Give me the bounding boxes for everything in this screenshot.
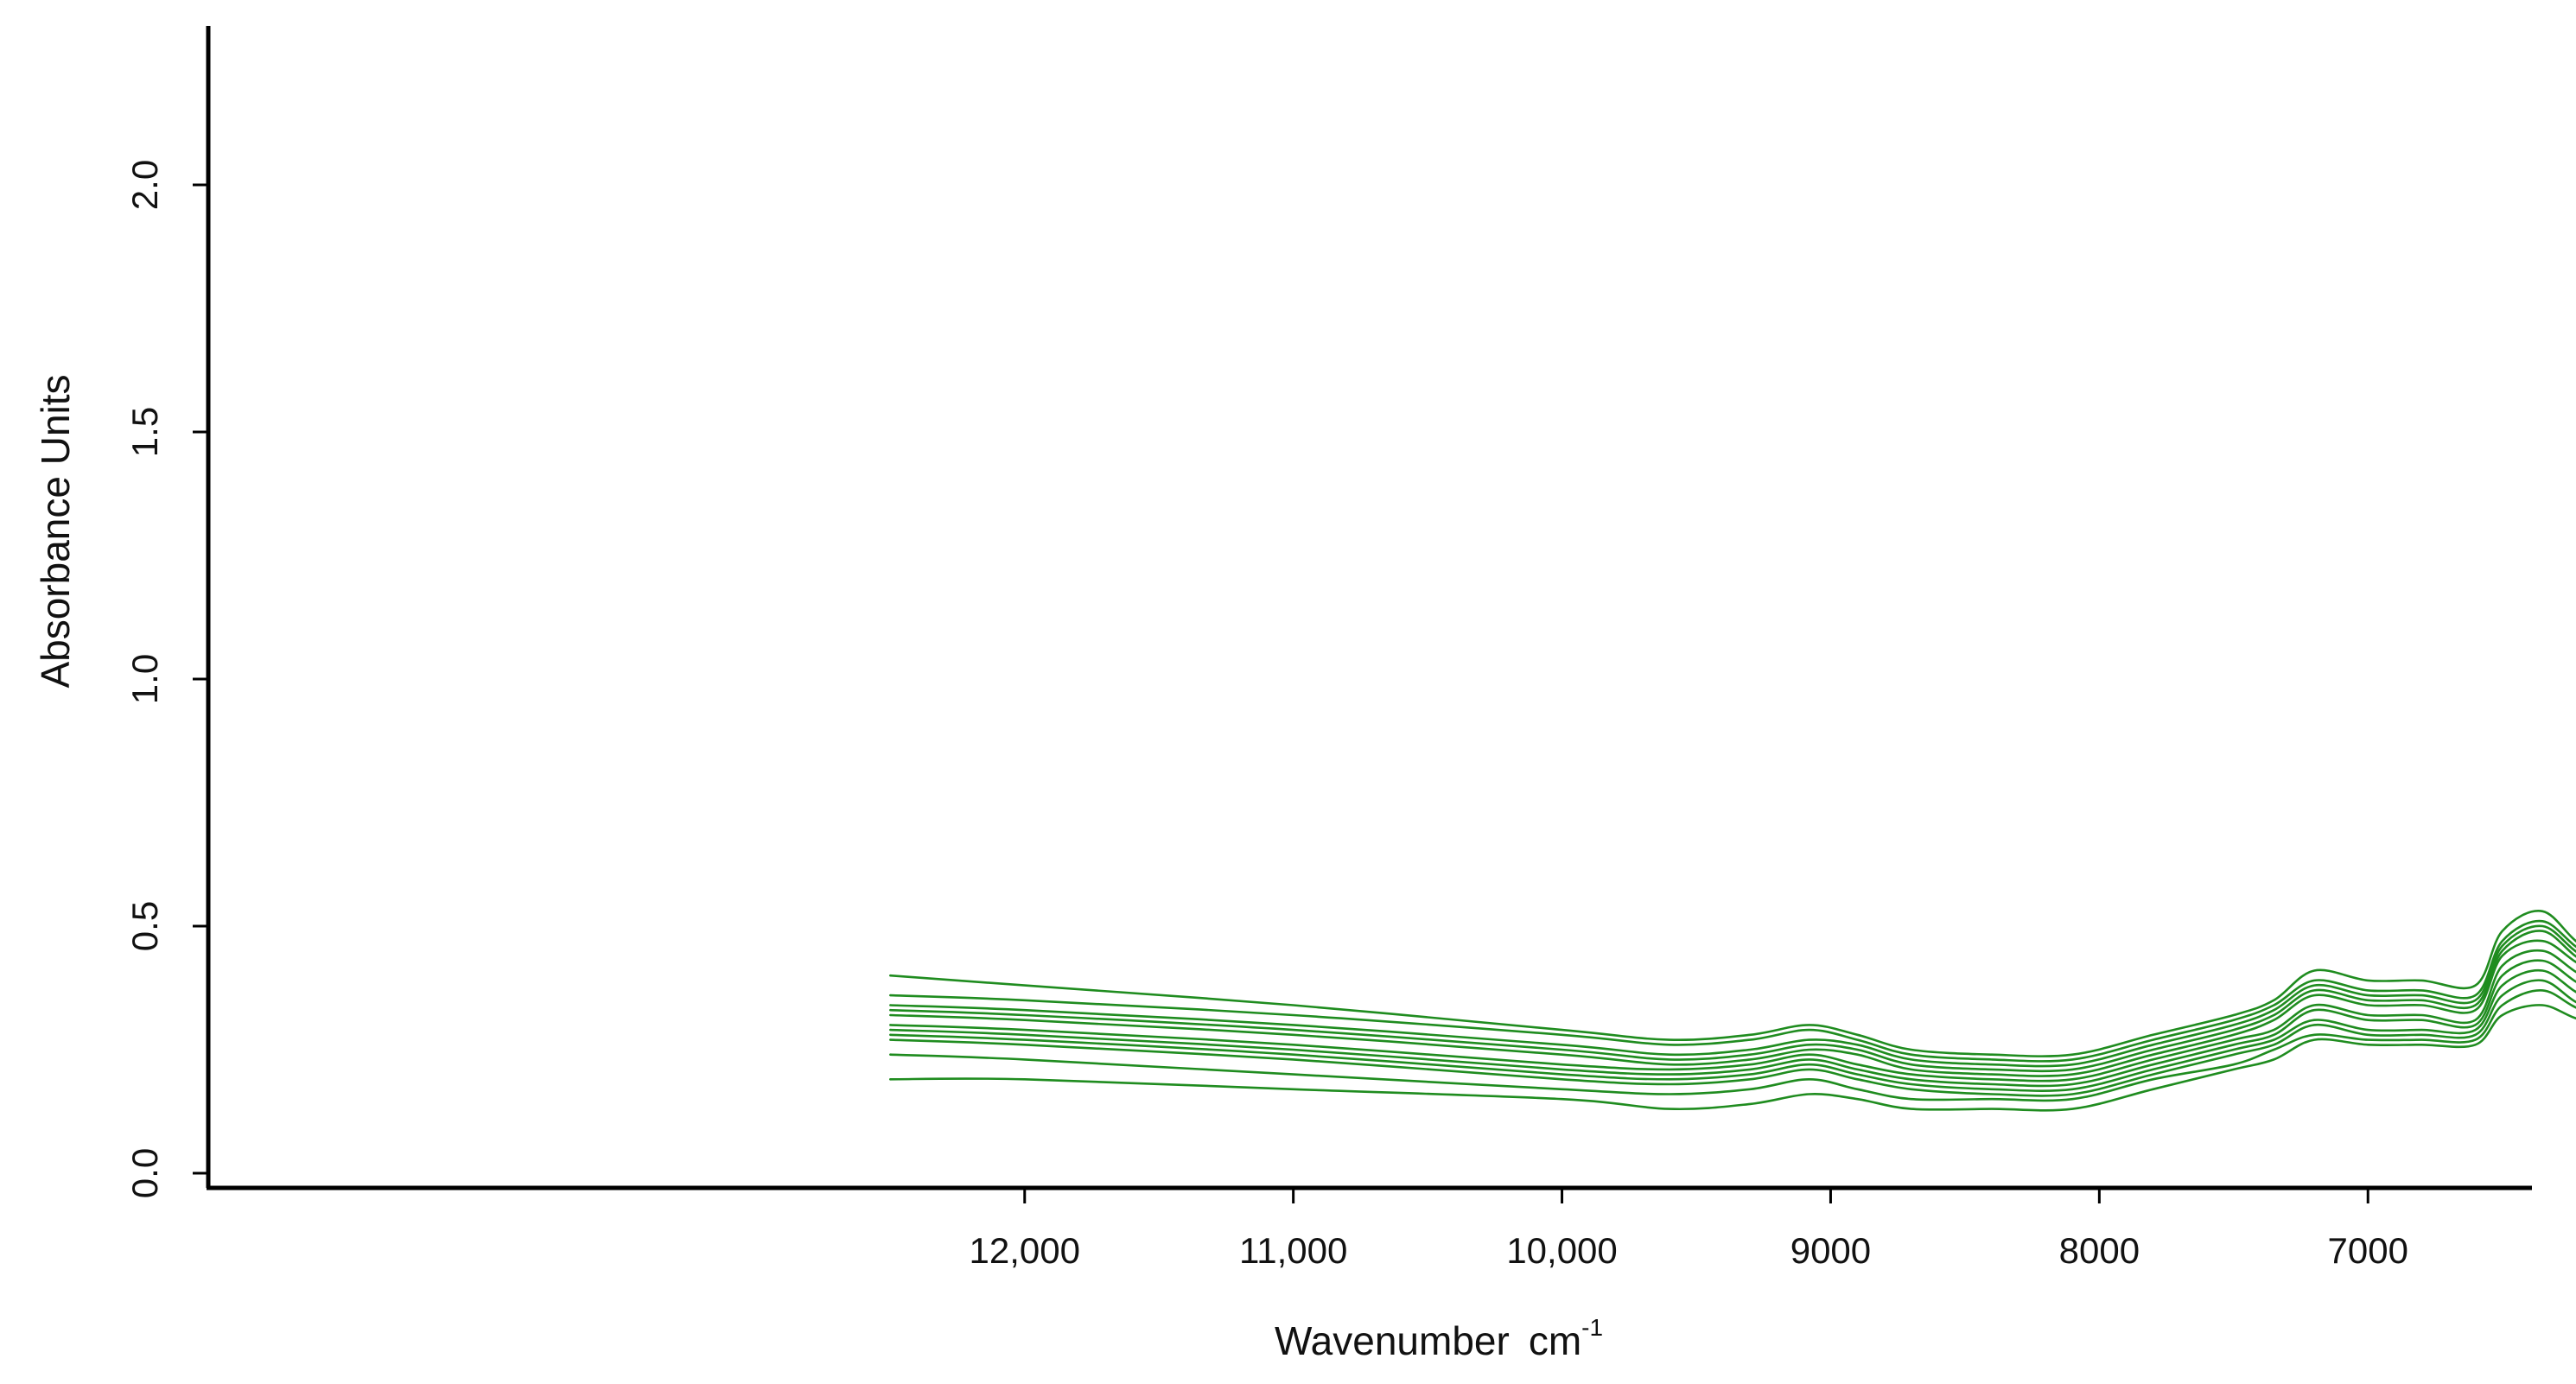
y-tick-label: 0.0	[124, 1148, 165, 1198]
x-axis-ticks: 12,00011,00010,0009000800070006000500040…	[970, 1188, 2408, 1271]
x-tick-label: 11,000	[1239, 1230, 1347, 1271]
x-axis-title: Wavenumber cm-1	[1275, 1314, 1603, 1363]
y-axis-title: Absorbance Units	[33, 374, 78, 688]
series-group	[889, 910, 2576, 1112]
x-axis-title-label: Wavenumber	[1275, 1318, 1510, 1363]
y-axis-ticks: 0.0 0.5 1.0 1.5 2.0	[124, 160, 208, 1198]
x-tick-label: 8000	[2059, 1230, 2140, 1271]
x-axis-unit: cm	[1529, 1318, 1581, 1363]
spectrum-line	[889, 924, 2576, 1068]
y-tick-label: 2.0	[124, 160, 165, 210]
spectrum-line	[889, 979, 2576, 1097]
x-tick-label: 10,000	[1506, 1230, 1617, 1271]
spectrum-line	[889, 989, 2576, 1102]
y-tick-label: 1.5	[124, 407, 165, 457]
spectrum-line	[889, 930, 2576, 1073]
spectrum-line	[889, 949, 2576, 1082]
y-tick-label: 1.0	[124, 654, 165, 704]
y-tick-label: 0.5	[124, 901, 165, 951]
spectrum-line	[889, 959, 2576, 1088]
x-axis-unit-exponent: -1	[1581, 1314, 1603, 1341]
x-tick-label: 7000	[2328, 1230, 2408, 1271]
spectrum-line	[889, 919, 2576, 1063]
spectrum-line	[889, 910, 2576, 1057]
spectrum-line	[889, 968, 2576, 1093]
spectrum-line	[889, 939, 2576, 1077]
x-tick-label: 12,000	[970, 1230, 1080, 1271]
spectrum-line	[889, 1004, 2576, 1112]
x-tick-label: 9000	[1790, 1230, 1871, 1271]
